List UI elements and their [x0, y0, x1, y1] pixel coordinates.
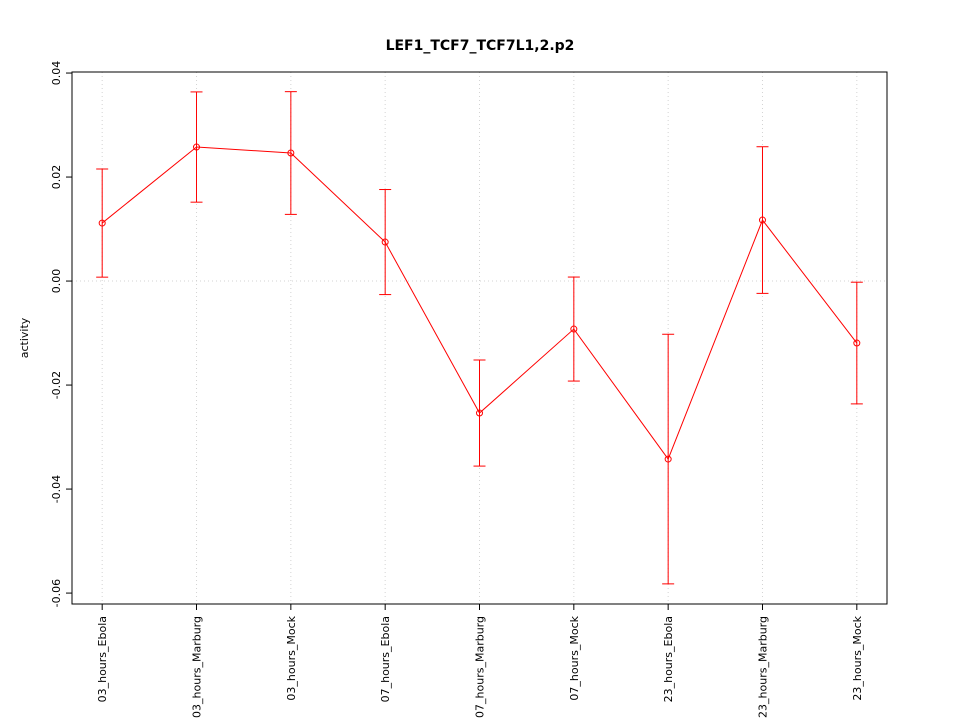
point: [98, 219, 106, 227]
point: [570, 325, 578, 333]
chart-title: LEF1_TCF7_TCF7L1,2.p2: [386, 38, 575, 54]
y-tick-label: 0.00: [50, 269, 63, 294]
y-tick-label: 0.02: [50, 165, 63, 190]
point: [853, 339, 861, 347]
plot-frame: [71, 71, 888, 605]
point: [476, 409, 483, 417]
y-tick-label: -0.04: [50, 475, 63, 503]
x-tick-label: 23_hours_Ebola: [662, 616, 675, 702]
point: [758, 216, 766, 224]
y-tick-label: -0.06: [50, 579, 63, 607]
x-tick-label: 07_hours_Ebola: [379, 616, 392, 702]
x-tick-label: 03_hours_Marburg: [191, 616, 204, 718]
y-axis-label: activity: [18, 317, 31, 358]
x-tick-label: 07_hours_Mock: [568, 615, 581, 700]
point: [381, 238, 389, 246]
x-tick-label: 23_hours_Mock: [851, 615, 864, 700]
point: [287, 149, 295, 157]
x-tick-label: 07_hours_Marburg: [474, 616, 487, 718]
y-tick-label: 0.04: [50, 61, 63, 86]
y-tick-label: -0.02: [50, 371, 63, 399]
x-tick-label: 03_hours_Mock: [285, 615, 298, 700]
x-tick-label: 03_hours_Ebola: [96, 616, 109, 702]
point: [664, 455, 672, 463]
point: [193, 143, 201, 151]
x-tick-label: 23_hours_Marburg: [756, 616, 769, 718]
